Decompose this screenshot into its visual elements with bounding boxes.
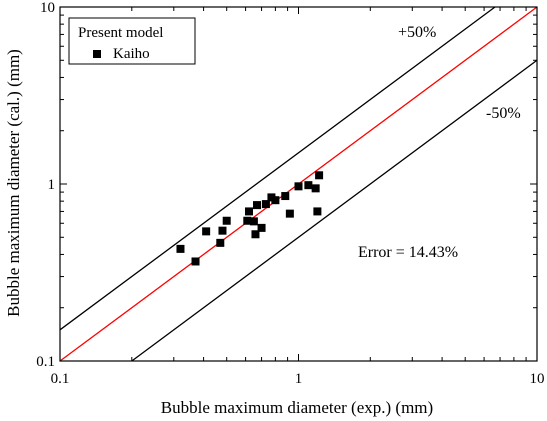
data-point [176,244,185,253]
y-tick-label: 0.1 [36,354,55,370]
data-point [313,207,322,216]
reference-line-minus-50 [131,59,538,362]
data-point [249,217,258,226]
legend: Present model Kaiho [68,17,196,65]
data-point [216,238,225,247]
y-tick-label: 1 [48,177,56,193]
legend-marker-square [93,50,101,58]
plus-50-label: +50% [398,24,436,41]
x-tick-label: 0.1 [51,371,70,387]
y-tick-label: 10 [40,0,55,16]
data-point [261,200,270,209]
data-point [202,227,211,236]
data-point [285,209,294,218]
data-point [311,184,320,193]
legend-box [68,17,196,65]
data-point [222,216,231,225]
data-point [253,201,262,210]
data-point [257,223,266,232]
data-point [271,196,280,205]
legend-title: Present model [78,25,163,41]
data-point [304,181,313,190]
y-axis-label: Bubble maximum diameter (cal.) (mm) [4,49,23,317]
error-annotation: Error = 14.43% [358,244,458,261]
x-tick-label: 1 [295,371,303,387]
legend-entry-kaiho: Kaiho [113,46,150,62]
axis-ticks: 0.1 1 10 0.1 1 10 [36,0,544,387]
data-point [191,257,200,266]
data-point [218,226,227,235]
data-point [315,171,324,180]
reference-line-plus-50 [59,6,496,331]
minus-50-label: -50% [486,105,521,122]
data-point [294,182,303,191]
data-point [243,216,252,225]
data-point [244,207,253,216]
data-point [281,192,290,201]
data-point [251,230,260,239]
x-tick-label: 10 [530,371,545,387]
x-axis-label: Bubble maximum diameter (exp.) (mm) [161,398,433,417]
data-points [176,171,324,266]
